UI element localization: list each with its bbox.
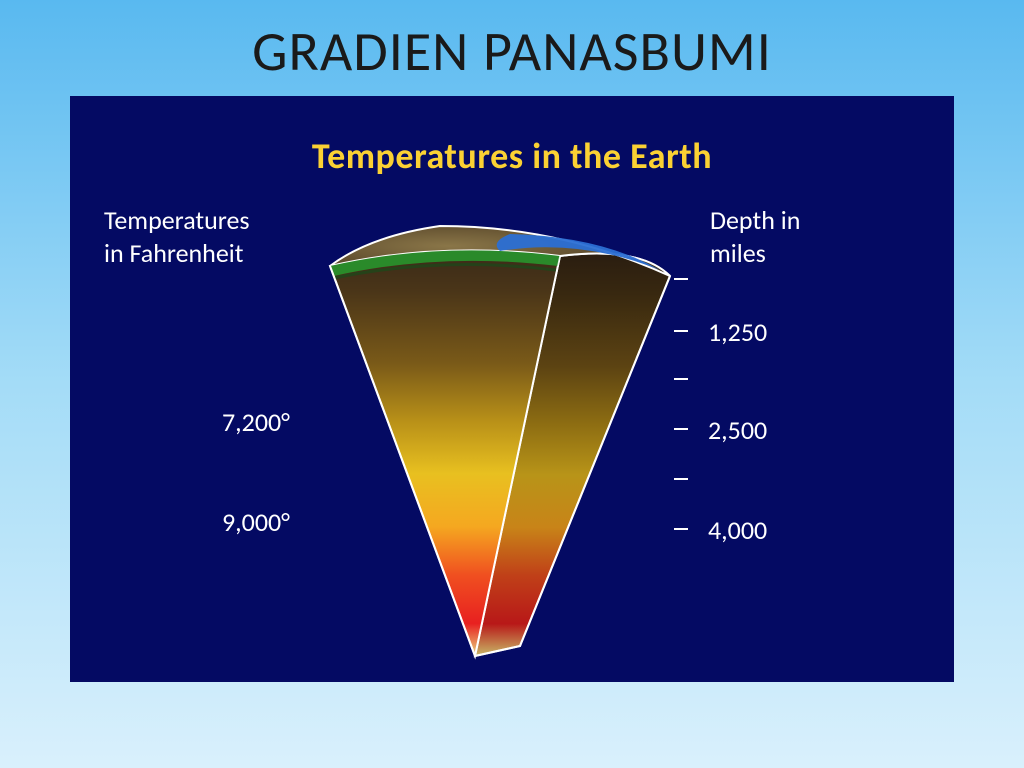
temp-value-1: 9,000° bbox=[170, 506, 290, 539]
earth-wedge-diagram bbox=[300, 196, 680, 666]
depth-value-2: 4,000 bbox=[708, 514, 767, 547]
depth-value-0: 1,250 bbox=[708, 316, 767, 349]
figure-panel: Temperatures in the Earth Temperatures i… bbox=[70, 96, 954, 682]
depth-value-1: 2,500 bbox=[708, 414, 767, 447]
right-axis-label: Depth in miles bbox=[710, 204, 800, 269]
left-axis-label: Temperatures in Fahrenheit bbox=[104, 204, 250, 269]
temp-value-0: 7,200° bbox=[170, 406, 290, 439]
figure-title: Temperatures in the Earth bbox=[70, 134, 954, 178]
slide-title: GRADIEN PANASBUMI bbox=[0, 0, 1024, 86]
